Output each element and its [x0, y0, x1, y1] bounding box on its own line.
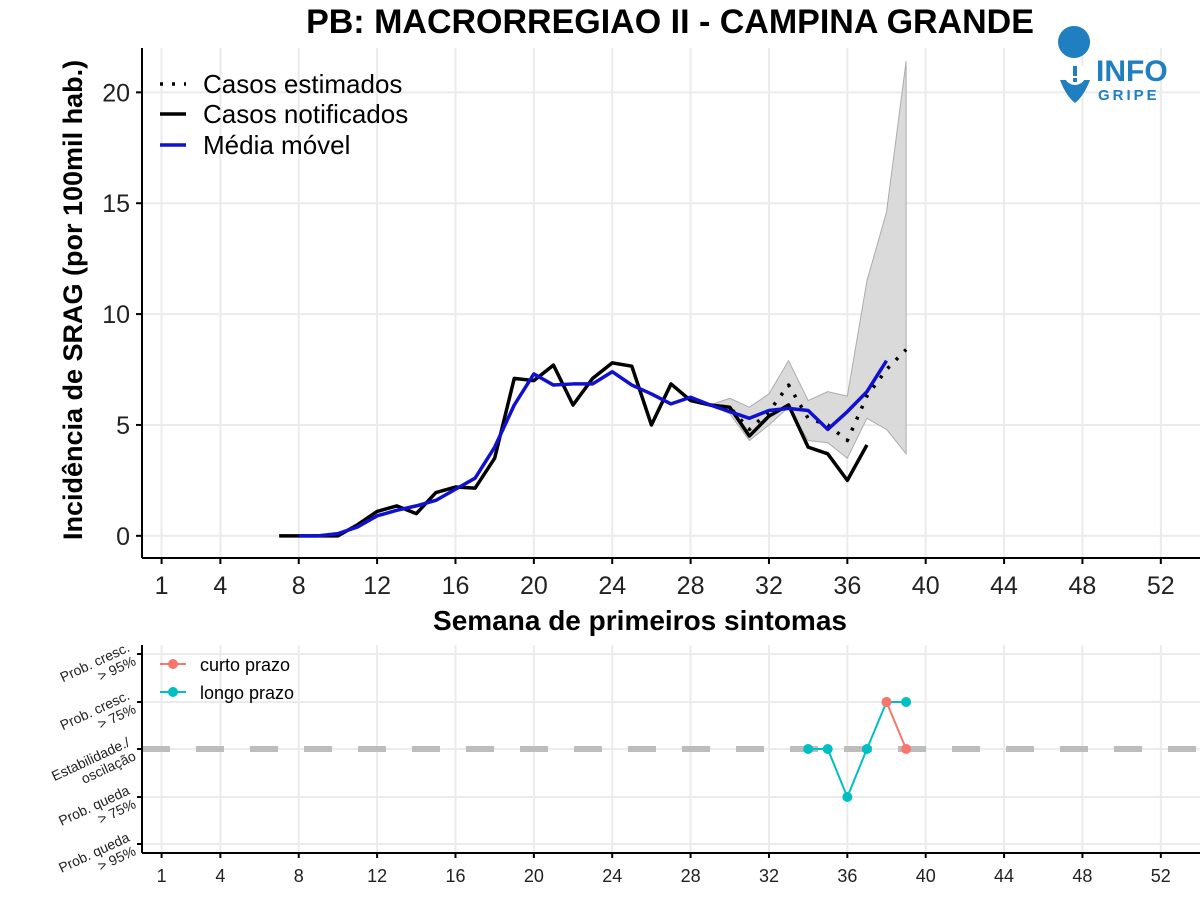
main-x-tick-label: 1 [155, 572, 169, 600]
point-longo-prazo [901, 697, 912, 707]
point-longo-prazo [803, 744, 814, 754]
main-x-tick-label: 20 [520, 572, 548, 600]
trend-x-tick-label: 44 [994, 866, 1014, 886]
trend-x-tick-label: 40 [916, 866, 936, 886]
main-legend: Casos estimados Casos notificados Média … [160, 69, 408, 160]
trend-legend: curto prazo longo prazo [160, 655, 294, 703]
main-series-layer [279, 348, 908, 538]
trend-series-layer [803, 697, 912, 802]
legend-label-curto-prazo: curto prazo [200, 655, 290, 675]
main-x-tick-label: 36 [833, 572, 861, 600]
series-media-movel [298, 359, 888, 538]
main-x-tick-label: 12 [363, 572, 391, 600]
trend-x-tick-label: 32 [759, 866, 779, 886]
legend-marker-curto-prazo [168, 659, 178, 669]
trend-x-tick-label: 24 [602, 866, 622, 886]
legend-label-notificados: Casos notificados [203, 99, 408, 129]
prediction-interval-ribbon [708, 61, 907, 459]
logo-text-info: INFO [1096, 55, 1168, 88]
trend-grid [142, 645, 1200, 853]
trend-x-tick-label: 36 [837, 866, 857, 886]
x-axis-label: Semana de primeiros sintomas [433, 605, 847, 636]
trend-x-tick-label: 48 [1072, 866, 1092, 886]
point-longo-prazo [822, 744, 833, 754]
main-y-tick-label: 20 [102, 79, 130, 107]
main-x-tick-label: 28 [677, 572, 705, 600]
trend-x-tick-label: 8 [294, 866, 304, 886]
y-axis-label: Incidência de SRAG (por 100mil hab.) [58, 60, 88, 540]
main-x-tick-label: 4 [213, 572, 227, 600]
trend-y-category-label: Prob. queda> 95% [56, 829, 138, 889]
trend-x-tick-label: 4 [215, 866, 225, 886]
main-y-tick-label: 0 [116, 523, 130, 551]
main-x-tick-label: 16 [442, 572, 470, 600]
logo-pin-icon [1058, 26, 1091, 58]
trend-x-tick-label: 1 [157, 866, 167, 886]
legend-label-media-movel: Média móvel [203, 130, 350, 160]
logo-exclamation-icon [1073, 66, 1077, 76]
point-longo-prazo [861, 744, 872, 754]
main-x-tick-label: 24 [598, 572, 626, 600]
trend-x-tick-label: 20 [524, 866, 544, 886]
main-grid [142, 48, 1200, 558]
main-y-tick-label: 5 [116, 412, 130, 440]
trend-x-tick-label: 12 [367, 866, 387, 886]
series-curto-prazo [885, 701, 908, 750]
main-ribbon-layer [708, 61, 907, 459]
main-x-tick-label: 52 [1147, 572, 1175, 600]
infogripe-logo: INFO GRIPE [1058, 26, 1168, 104]
chart-title: PB: MACRORREGIAO II - CAMPINA GRANDE [306, 3, 1034, 41]
main-x-tick-label: 8 [292, 572, 306, 600]
legend-label-longo-prazo: longo prazo [200, 683, 294, 703]
trend-x-tick-label: 28 [681, 866, 701, 886]
main-y-tick-label: 15 [102, 190, 130, 218]
legend-label-estimados: Casos estimados [203, 69, 402, 99]
series-casos-notificados [279, 361, 869, 538]
main-x-tick-label: 32 [755, 572, 783, 600]
logo-exclamation-dot-icon [1073, 78, 1077, 82]
trend-x-tick-label: 16 [445, 866, 465, 886]
main-y-tick-label: 10 [102, 301, 130, 329]
main-x-tick-label: 44 [990, 572, 1018, 600]
point-curto-prazo [901, 744, 912, 754]
legend-marker-longo-prazo [168, 687, 178, 697]
point-curto-prazo [881, 697, 892, 707]
main-x-tick-label: 40 [912, 572, 940, 600]
main-x-tick-label: 48 [1069, 572, 1097, 600]
series-casos-estimados [709, 348, 908, 443]
logo-pin-tip-icon [1060, 80, 1090, 103]
trend-x-tick-label: 52 [1151, 866, 1171, 886]
logo-text-gripe: GRIPE [1098, 87, 1160, 104]
point-longo-prazo [842, 792, 853, 802]
